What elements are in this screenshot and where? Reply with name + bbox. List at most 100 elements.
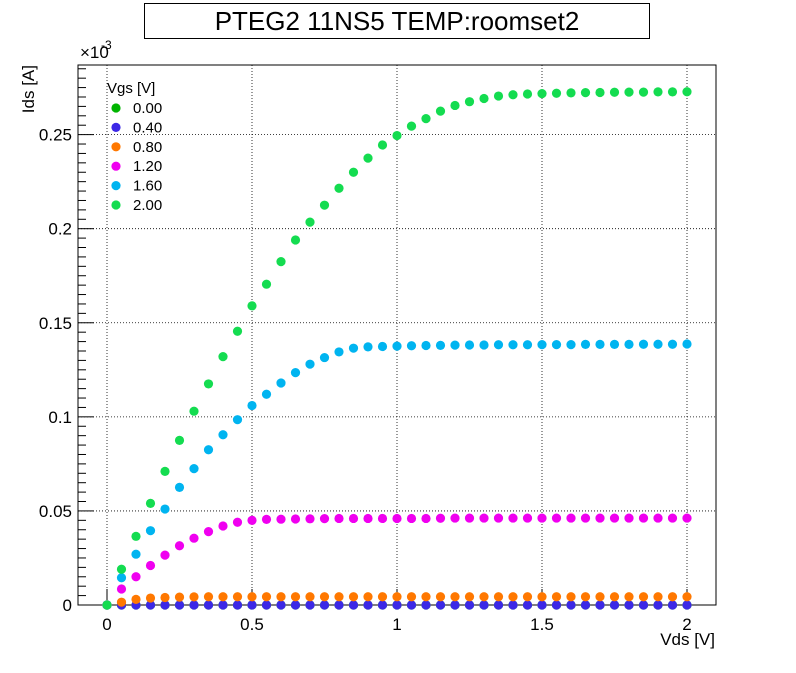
x-tick-label: 0: [102, 615, 111, 634]
legend-marker: [111, 103, 121, 113]
y-tick-label: 0.2: [48, 220, 72, 239]
data-point-vgs-0.40: [319, 600, 330, 610]
data-point-vgs-0.80: [290, 592, 301, 602]
data-point-vgs-0.80: [131, 594, 141, 604]
data-point-vgs-1.20: [276, 514, 286, 524]
data-points: [102, 87, 692, 610]
data-point-vgs-2.00: [653, 87, 663, 97]
data-point-vgs-1.60: [609, 339, 620, 350]
data-point-vgs-0.80: [406, 592, 417, 602]
data-point-vgs-2.00: [551, 88, 562, 98]
data-point-vgs-1.60: [218, 430, 228, 440]
data-point-vgs-2.00: [247, 301, 257, 311]
data-point-vgs-2.00: [131, 531, 141, 541]
data-point-vgs-2.00: [682, 87, 692, 97]
data-point-vgs-2.00: [319, 200, 330, 210]
data-point-vgs-0.40: [638, 600, 649, 610]
data-point-vgs-1.60: [116, 573, 127, 583]
data-point-vgs-1.20: [261, 514, 272, 524]
data-point-vgs-0.40: [450, 600, 460, 610]
data-point-vgs-0.80: [377, 592, 388, 602]
data-point-vgs-1.20: [232, 517, 243, 527]
data-point-vgs-0.40: [566, 600, 576, 610]
data-point-vgs-0.40: [537, 600, 547, 610]
data-point-vgs-2.00: [102, 600, 112, 610]
data-point-vgs-1.60: [421, 340, 431, 351]
data-point-vgs-1.60: [174, 482, 185, 493]
data-point-vgs-2.00: [522, 89, 533, 99]
data-point-vgs-1.60: [522, 340, 533, 350]
data-point-vgs-0.40: [653, 600, 663, 610]
data-point-vgs-0.40: [174, 600, 185, 610]
data-point-vgs-0.80: [174, 592, 185, 602]
data-point-vgs-0.80: [145, 593, 156, 603]
data-point-vgs-1.60: [493, 340, 504, 350]
data-point-vgs-0.80: [595, 592, 605, 602]
data-point-vgs-2.00: [595, 87, 605, 98]
data-point-vgs-1.60: [363, 342, 373, 352]
data-point-vgs-2.00: [609, 87, 620, 97]
data-point-vgs-1.20: [305, 514, 315, 524]
data-point-vgs-2.00: [508, 90, 518, 100]
data-point-vgs-1.60: [580, 339, 591, 350]
data-point-vgs-0.40: [261, 600, 272, 610]
data-point-vgs-1.20: [508, 513, 518, 523]
data-point-vgs-0.80: [667, 592, 678, 602]
data-point-vgs-0.80: [203, 592, 214, 602]
data-point-vgs-1.60: [406, 341, 417, 351]
data-point-vgs-1.60: [145, 526, 156, 536]
data-point-vgs-1.20: [421, 513, 431, 524]
data-point-vgs-2.00: [435, 106, 446, 116]
data-point-vgs-1.60: [203, 445, 214, 455]
x-tick-label: 1: [392, 615, 401, 634]
data-point-vgs-0.40: [551, 600, 562, 610]
x-axis-label: Vds [V]: [660, 630, 715, 649]
data-point-vgs-1.20: [493, 513, 504, 523]
data-point-vgs-0.80: [392, 592, 402, 602]
data-point-vgs-0.80: [363, 592, 373, 602]
legend-label: 1.60: [133, 178, 162, 195]
data-point-vgs-1.60: [667, 339, 678, 349]
data-point-vgs-0.40: [421, 600, 431, 610]
data-point-vgs-0.80: [261, 592, 272, 602]
data-point-vgs-1.20: [145, 560, 156, 571]
data-point-vgs-1.60: [261, 389, 272, 399]
x-tick-label: 1.5: [530, 615, 554, 634]
data-point-vgs-0.80: [334, 592, 344, 602]
data-point-vgs-2.00: [232, 326, 243, 336]
data-point-vgs-0.80: [305, 592, 315, 602]
data-point-vgs-1.60: [653, 339, 663, 349]
data-point-vgs-2.00: [174, 435, 185, 445]
chart-title: PTEG2 11NS5 TEMP:roomset2: [144, 3, 650, 39]
data-point-vgs-0.80: [638, 592, 649, 602]
x-tick-label: 2: [682, 615, 691, 634]
data-point-vgs-0.40: [667, 600, 678, 610]
data-point-vgs-0.80: [580, 592, 591, 602]
data-point-vgs-1.20: [435, 513, 446, 523]
data-point-vgs-0.80: [232, 592, 243, 602]
data-point-vgs-0.80: [522, 592, 533, 602]
data-point-vgs-1.60: [551, 339, 562, 350]
data-point-vgs-1.60: [508, 340, 518, 350]
data-point-vgs-0.40: [247, 600, 257, 610]
data-point-vgs-1.20: [131, 572, 141, 582]
data-point-vgs-1.20: [682, 513, 692, 523]
data-point-vgs-2.00: [145, 498, 156, 508]
data-point-vgs-2.00: [203, 379, 214, 389]
data-point-vgs-2.00: [566, 88, 576, 98]
data-point-vgs-1.60: [189, 463, 199, 474]
data-point-vgs-0.40: [305, 600, 315, 610]
data-point-vgs-2.00: [276, 257, 286, 267]
data-point-vgs-1.60: [247, 400, 257, 411]
data-point-vgs-1.20: [653, 513, 663, 523]
legend-marker: [111, 181, 121, 191]
data-point-vgs-2.00: [421, 114, 431, 124]
data-point-vgs-1.20: [348, 513, 359, 524]
data-point-vgs-1.20: [609, 513, 620, 523]
data-point-vgs-1.20: [218, 521, 228, 531]
data-point-vgs-2.00: [667, 87, 678, 97]
grid-lines: [78, 65, 716, 606]
data-point-vgs-1.20: [551, 513, 562, 523]
data-point-vgs-1.20: [363, 513, 373, 524]
data-point-vgs-0.40: [377, 600, 388, 610]
